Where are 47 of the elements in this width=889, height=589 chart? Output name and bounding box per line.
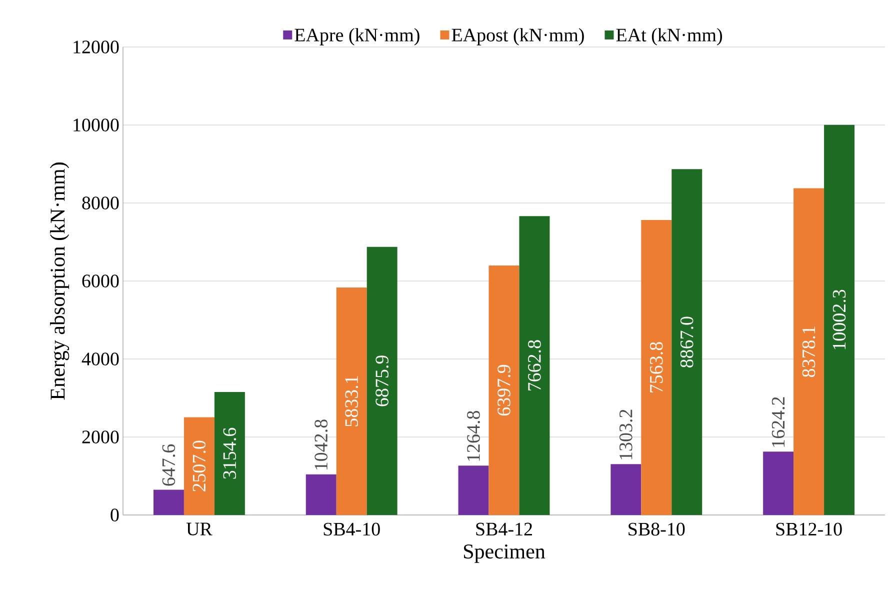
data-label: 8378.1 [802, 326, 816, 378]
y-tick-label: 10000 [74, 118, 119, 132]
y-tick-label: 0 [110, 508, 119, 522]
bar [672, 169, 702, 515]
bar [366, 246, 398, 515]
bar [184, 417, 214, 515]
bar [794, 188, 824, 515]
legend-label: EApost (kN·mm) [452, 28, 584, 46]
y-tick-label: 6000 [82, 274, 119, 288]
bar [306, 474, 336, 515]
bar [214, 392, 245, 515]
bar [519, 216, 550, 515]
x-tick-label: SB8-10 [628, 522, 685, 536]
data-label: 3154.6 [223, 428, 236, 479]
bar [763, 452, 794, 515]
data-label: 5833.1 [345, 376, 358, 426]
data-label: 6397.9 [498, 364, 510, 416]
bar [610, 464, 642, 515]
x-tick-label: UR [186, 522, 212, 536]
x-axis-title: Specimen [464, 544, 546, 563]
data-label: 6875.9 [376, 356, 389, 406]
y-tick-label: 8000 [82, 196, 119, 210]
x-tick-label: SB4-10 [324, 522, 380, 536]
data-label: 7563.8 [650, 342, 663, 392]
data-label: 1303.2 [619, 410, 632, 460]
data-label: 2507.0 [192, 440, 206, 492]
y-axis-title: Energy absorption (kN·mm) [50, 162, 70, 400]
legend-label: EApre (kN·mm) [294, 28, 420, 46]
bar [336, 288, 367, 515]
data-label: 8867.0 [680, 316, 694, 368]
data-label: 7662.8 [528, 340, 541, 390]
bar [641, 220, 672, 515]
data-label: 1624.2 [772, 397, 785, 447]
data-label: 647.6 [162, 444, 176, 486]
bar [153, 490, 184, 515]
y-tick-label: 12000 [74, 40, 119, 54]
x-tick-label: SB12-10 [776, 522, 842, 536]
bar [458, 466, 489, 515]
data-label: 1264.8 [467, 410, 480, 461]
x-tick-label: SB4-12 [476, 522, 532, 536]
bar [824, 124, 855, 515]
data-label: 10002.3 [832, 290, 846, 350]
bar [488, 265, 520, 515]
y-tick-label: 4000 [82, 352, 119, 366]
y-tick-label: 2000 [82, 430, 119, 444]
data-label: 1042.8 [314, 420, 328, 470]
legend-label: EAt (kN·mm) [616, 28, 722, 46]
